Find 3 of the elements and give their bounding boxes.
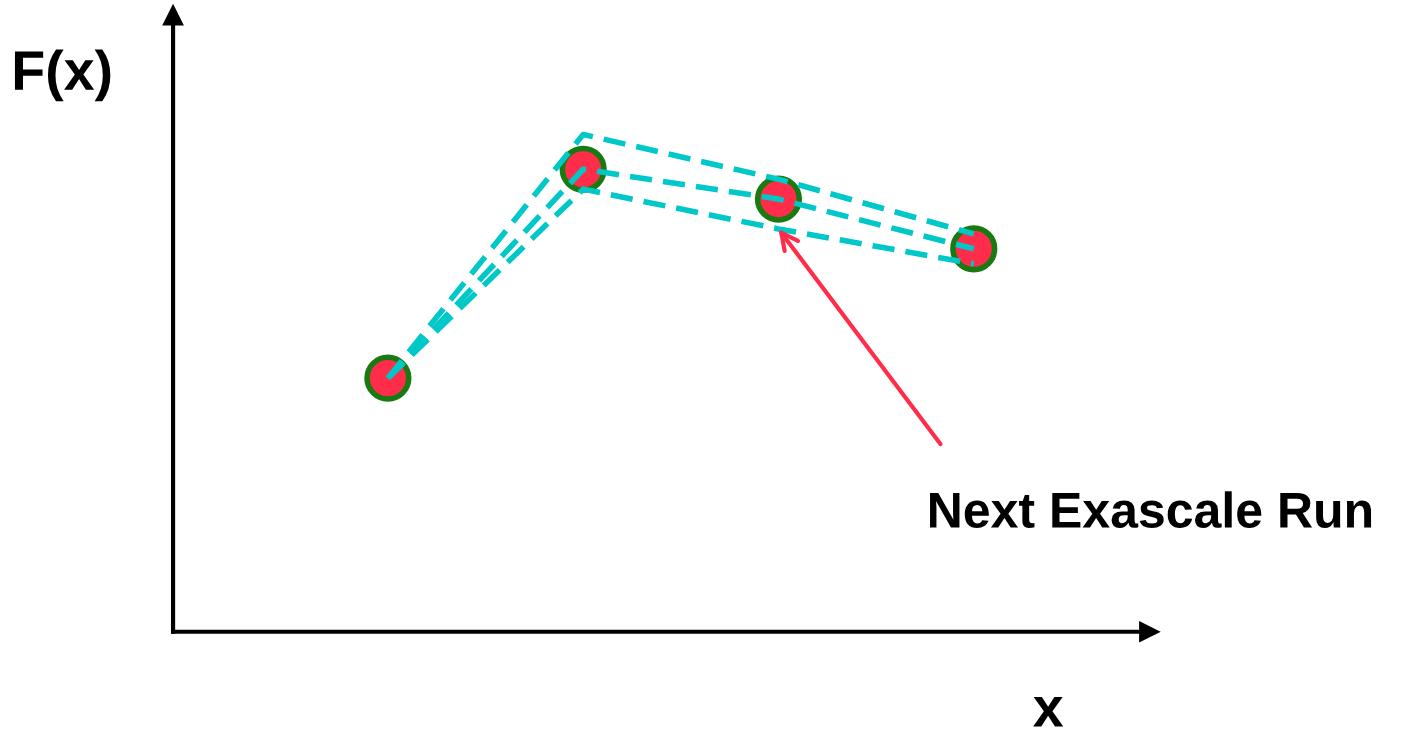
annotation: Next Exascale Run <box>930 491 1372 529</box>
y-axis-title: F(x) <box>14 49 111 102</box>
x-axis-title: x <box>1033 697 1064 727</box>
